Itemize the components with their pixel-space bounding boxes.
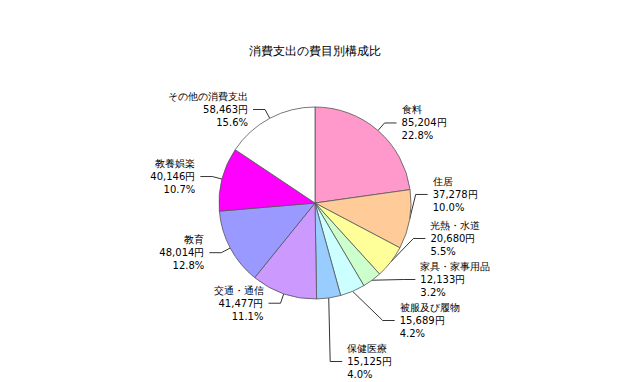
svg-text:食料: 食料: [402, 104, 422, 115]
svg-text:3.2%: 3.2%: [420, 287, 445, 298]
svg-text:10.0%: 10.0%: [433, 202, 465, 213]
svg-text:家具・家事用品: 家具・家事用品: [420, 261, 490, 272]
svg-text:15.6%: 15.6%: [216, 117, 248, 128]
svg-text:教養娯楽: 教養娯楽: [155, 158, 195, 169]
svg-text:58,463円: 58,463円: [203, 104, 248, 115]
svg-text:被服及び履物: 被服及び履物: [400, 302, 460, 313]
svg-text:12.8%: 12.8%: [173, 260, 205, 271]
svg-text:37,278円: 37,278円: [433, 189, 478, 200]
svg-text:40,146円: 40,146円: [150, 171, 195, 182]
svg-text:教育: 教育: [184, 234, 204, 245]
svg-text:15,125円: 15,125円: [347, 356, 392, 367]
svg-text:5.5%: 5.5%: [430, 246, 455, 257]
svg-text:住居: 住居: [433, 176, 453, 187]
svg-text:保健医療: 保健医療: [347, 343, 387, 354]
svg-text:その他の消費支出: その他の消費支出: [168, 91, 248, 102]
svg-text:22.8%: 22.8%: [402, 130, 434, 141]
svg-text:光熱・水道: 光熱・水道: [430, 220, 480, 231]
svg-text:20,680円: 20,680円: [430, 233, 475, 244]
svg-text:85,204円: 85,204円: [402, 117, 447, 128]
svg-text:41,477円: 41,477円: [219, 298, 264, 309]
svg-text:15,689円: 15,689円: [400, 315, 445, 326]
svg-text:11.1%: 11.1%: [232, 311, 264, 322]
svg-text:12,133円: 12,133円: [420, 274, 465, 285]
svg-text:48,014円: 48,014円: [159, 247, 204, 258]
svg-text:消費支出の費目別構成比: 消費支出の費目別構成比: [249, 44, 381, 58]
svg-text:10.7%: 10.7%: [164, 184, 196, 195]
svg-text:4.2%: 4.2%: [400, 328, 425, 339]
svg-text:4.0%: 4.0%: [347, 369, 372, 380]
svg-text:交通・通信: 交通・通信: [214, 285, 264, 296]
